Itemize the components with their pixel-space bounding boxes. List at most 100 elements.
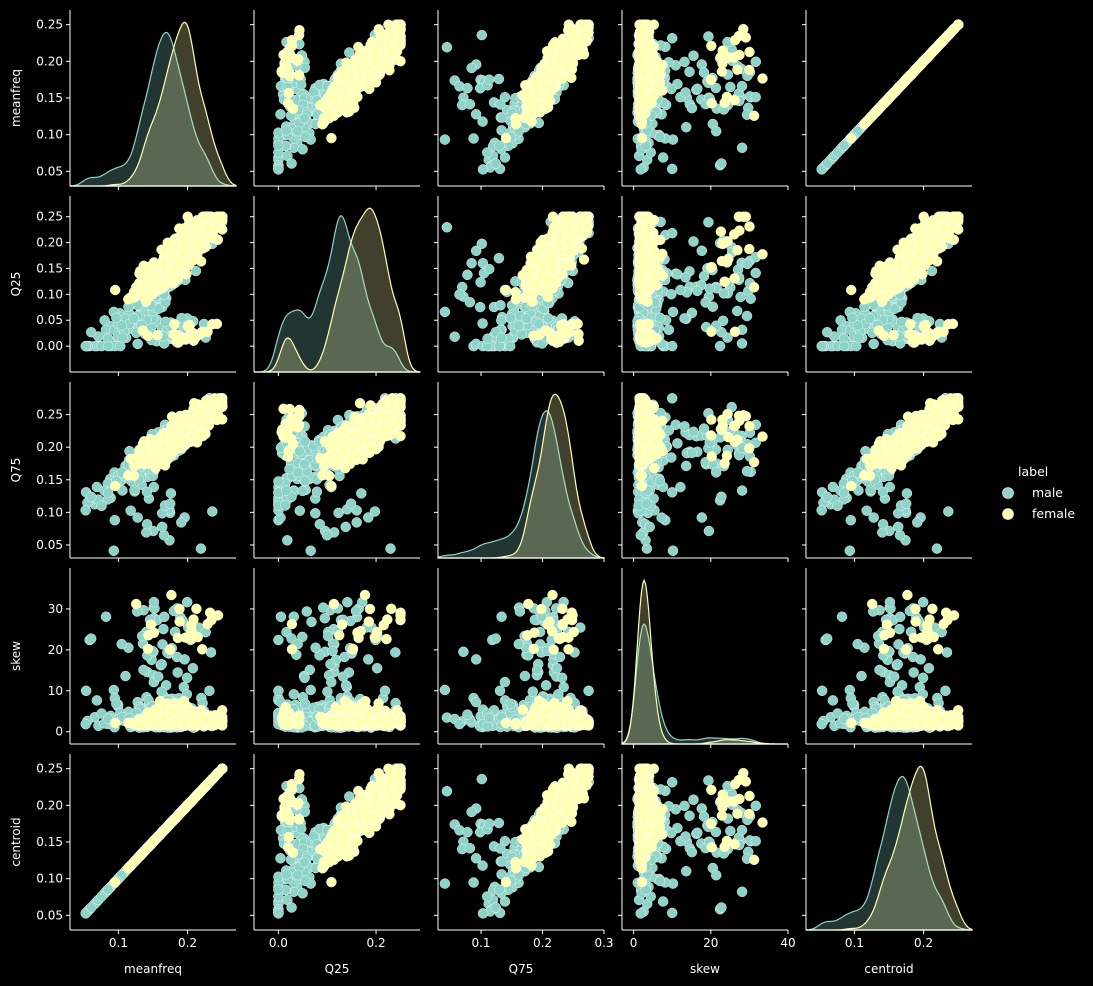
point-female xyxy=(315,100,326,111)
point-female xyxy=(636,58,647,69)
point-female xyxy=(657,59,668,71)
point-male xyxy=(686,102,698,114)
point-female xyxy=(641,79,652,91)
point-male xyxy=(441,222,453,233)
point-male xyxy=(496,315,507,326)
point-female xyxy=(281,49,293,61)
point-female xyxy=(159,280,171,291)
point-male xyxy=(505,340,516,352)
point-female xyxy=(526,106,537,117)
point-female xyxy=(729,35,741,46)
point-male xyxy=(464,98,476,110)
point-male xyxy=(462,269,473,280)
point-female xyxy=(324,112,335,124)
point-female xyxy=(283,87,294,99)
point-male xyxy=(482,147,493,158)
point-female xyxy=(541,65,553,77)
point-male xyxy=(296,79,307,90)
panel-Q25-vs-meanfreq: 0.000.050.100.150.200.25 xyxy=(36,196,236,376)
point-male xyxy=(684,66,695,78)
point-male xyxy=(680,87,691,98)
point-male xyxy=(275,109,286,120)
point-male xyxy=(838,140,850,151)
panel-Q25-vs-Q25 xyxy=(250,196,421,376)
point-female xyxy=(638,25,650,36)
y-tick-label: 0.10 xyxy=(36,287,63,301)
point-female xyxy=(293,70,305,81)
point-female xyxy=(635,112,646,124)
point-male xyxy=(477,318,488,329)
point-male xyxy=(85,327,97,338)
point-male xyxy=(477,164,489,175)
point-male xyxy=(542,312,554,324)
point-female xyxy=(211,318,223,330)
point-male xyxy=(476,29,487,41)
point-male xyxy=(439,134,451,145)
point-male xyxy=(698,67,710,78)
point-female xyxy=(368,58,379,69)
point-female xyxy=(572,318,583,330)
point-female xyxy=(183,320,195,331)
point-female xyxy=(578,49,590,60)
point-female xyxy=(173,255,184,266)
point-female xyxy=(916,58,927,69)
point-female xyxy=(202,326,213,337)
point-male xyxy=(80,340,91,352)
point-female xyxy=(188,331,199,343)
panel-Q25-vs-Q75 xyxy=(434,196,605,376)
point-male xyxy=(490,158,501,169)
point-male xyxy=(496,332,507,343)
point-female xyxy=(172,273,184,284)
y-tick-label: 0.25 xyxy=(36,210,63,224)
point-male xyxy=(128,313,140,324)
point-female xyxy=(147,282,158,294)
point-female xyxy=(326,132,337,144)
point-female xyxy=(180,239,192,251)
point-female xyxy=(883,93,894,104)
point-male xyxy=(750,91,761,103)
point-female xyxy=(909,65,920,77)
point-female xyxy=(500,284,512,296)
point-female xyxy=(547,40,559,51)
point-female xyxy=(211,211,223,222)
y-tick-label: 0.15 xyxy=(36,91,63,105)
point-female xyxy=(553,58,565,69)
point-male xyxy=(475,301,486,313)
point-female xyxy=(846,132,857,144)
point-female xyxy=(345,70,356,81)
point-female xyxy=(109,284,121,296)
y-tick-label: 0.05 xyxy=(36,313,63,327)
point-male xyxy=(102,340,114,352)
point-male xyxy=(725,81,736,93)
point-male xyxy=(497,112,508,123)
y-tick-label: 0.25 xyxy=(36,18,63,32)
point-female xyxy=(651,80,662,91)
point-male xyxy=(439,306,451,318)
point-female xyxy=(530,80,541,91)
point-female xyxy=(330,80,341,91)
point-female xyxy=(748,110,760,122)
point-female xyxy=(938,35,949,46)
point-female xyxy=(395,38,406,49)
point-male xyxy=(475,277,486,288)
point-female xyxy=(639,93,651,104)
point-male xyxy=(454,289,465,300)
point-male xyxy=(484,263,495,275)
point-male xyxy=(493,253,505,264)
point-male xyxy=(750,56,761,67)
point-female xyxy=(636,132,647,144)
point-female xyxy=(395,56,406,67)
point-female xyxy=(706,98,717,109)
point-female xyxy=(721,91,733,103)
point-female xyxy=(706,40,717,52)
point-female xyxy=(280,61,291,72)
point-female xyxy=(177,333,188,344)
point-female xyxy=(148,257,160,268)
point-male xyxy=(484,74,495,85)
point-female xyxy=(386,46,397,58)
point-female xyxy=(648,70,659,82)
point-male xyxy=(286,158,297,169)
point-female xyxy=(353,65,365,77)
point-female xyxy=(864,112,876,124)
